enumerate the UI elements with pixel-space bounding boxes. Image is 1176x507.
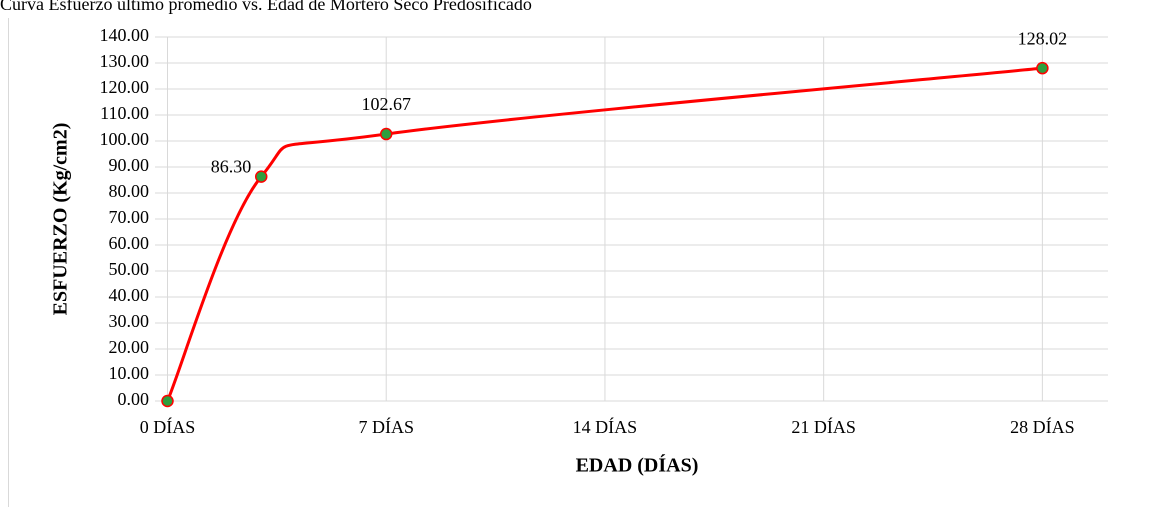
y-tick-label: 140.00 bbox=[100, 25, 150, 45]
marker bbox=[254, 170, 268, 183]
x-tick-label: 28 DÍAS bbox=[1010, 416, 1075, 437]
marker bbox=[161, 394, 174, 408]
y-tick-label: 100.00 bbox=[100, 129, 150, 149]
x-tick-label: 0 DÍAS bbox=[140, 416, 196, 437]
marker bbox=[379, 127, 393, 141]
y-tick-label: 80.00 bbox=[109, 181, 150, 201]
x-tick-label: 21 DÍAS bbox=[791, 416, 856, 437]
data-label: 86.30 bbox=[211, 157, 252, 177]
y-tick-label: 70.00 bbox=[109, 207, 150, 227]
data-label: 128.02 bbox=[1018, 28, 1068, 48]
y-tick-label: 60.00 bbox=[109, 233, 150, 253]
series-line bbox=[166, 66, 1043, 402]
y-tick-label: 40.00 bbox=[109, 285, 150, 305]
x-tick-label: 7 DÍAS bbox=[358, 416, 414, 437]
y-tick-label: 130.00 bbox=[100, 51, 150, 71]
x-tick-label: 14 DÍAS bbox=[573, 416, 638, 437]
y-tick-label: 0.00 bbox=[118, 389, 150, 409]
y-axis-label: ESFUERZO (Kg/cm2) bbox=[50, 123, 72, 316]
y-tick-label: 30.00 bbox=[109, 311, 150, 331]
y-tick-label: 10.00 bbox=[109, 363, 150, 383]
y-tick-label: 110.00 bbox=[100, 103, 149, 123]
y-tick-label: 90.00 bbox=[109, 155, 150, 175]
y-tick-label: 50.00 bbox=[109, 259, 150, 279]
data-label: 102.67 bbox=[361, 94, 411, 114]
chart-title: Curva Esfuerzo último promedio vs. Edad … bbox=[0, 0, 532, 14]
y-tick-label: 20.00 bbox=[109, 337, 150, 357]
x-axis-label: EDAD (DÍAS) bbox=[576, 454, 699, 477]
y-tick-label: 120.00 bbox=[100, 77, 150, 97]
marker bbox=[1036, 61, 1049, 75]
